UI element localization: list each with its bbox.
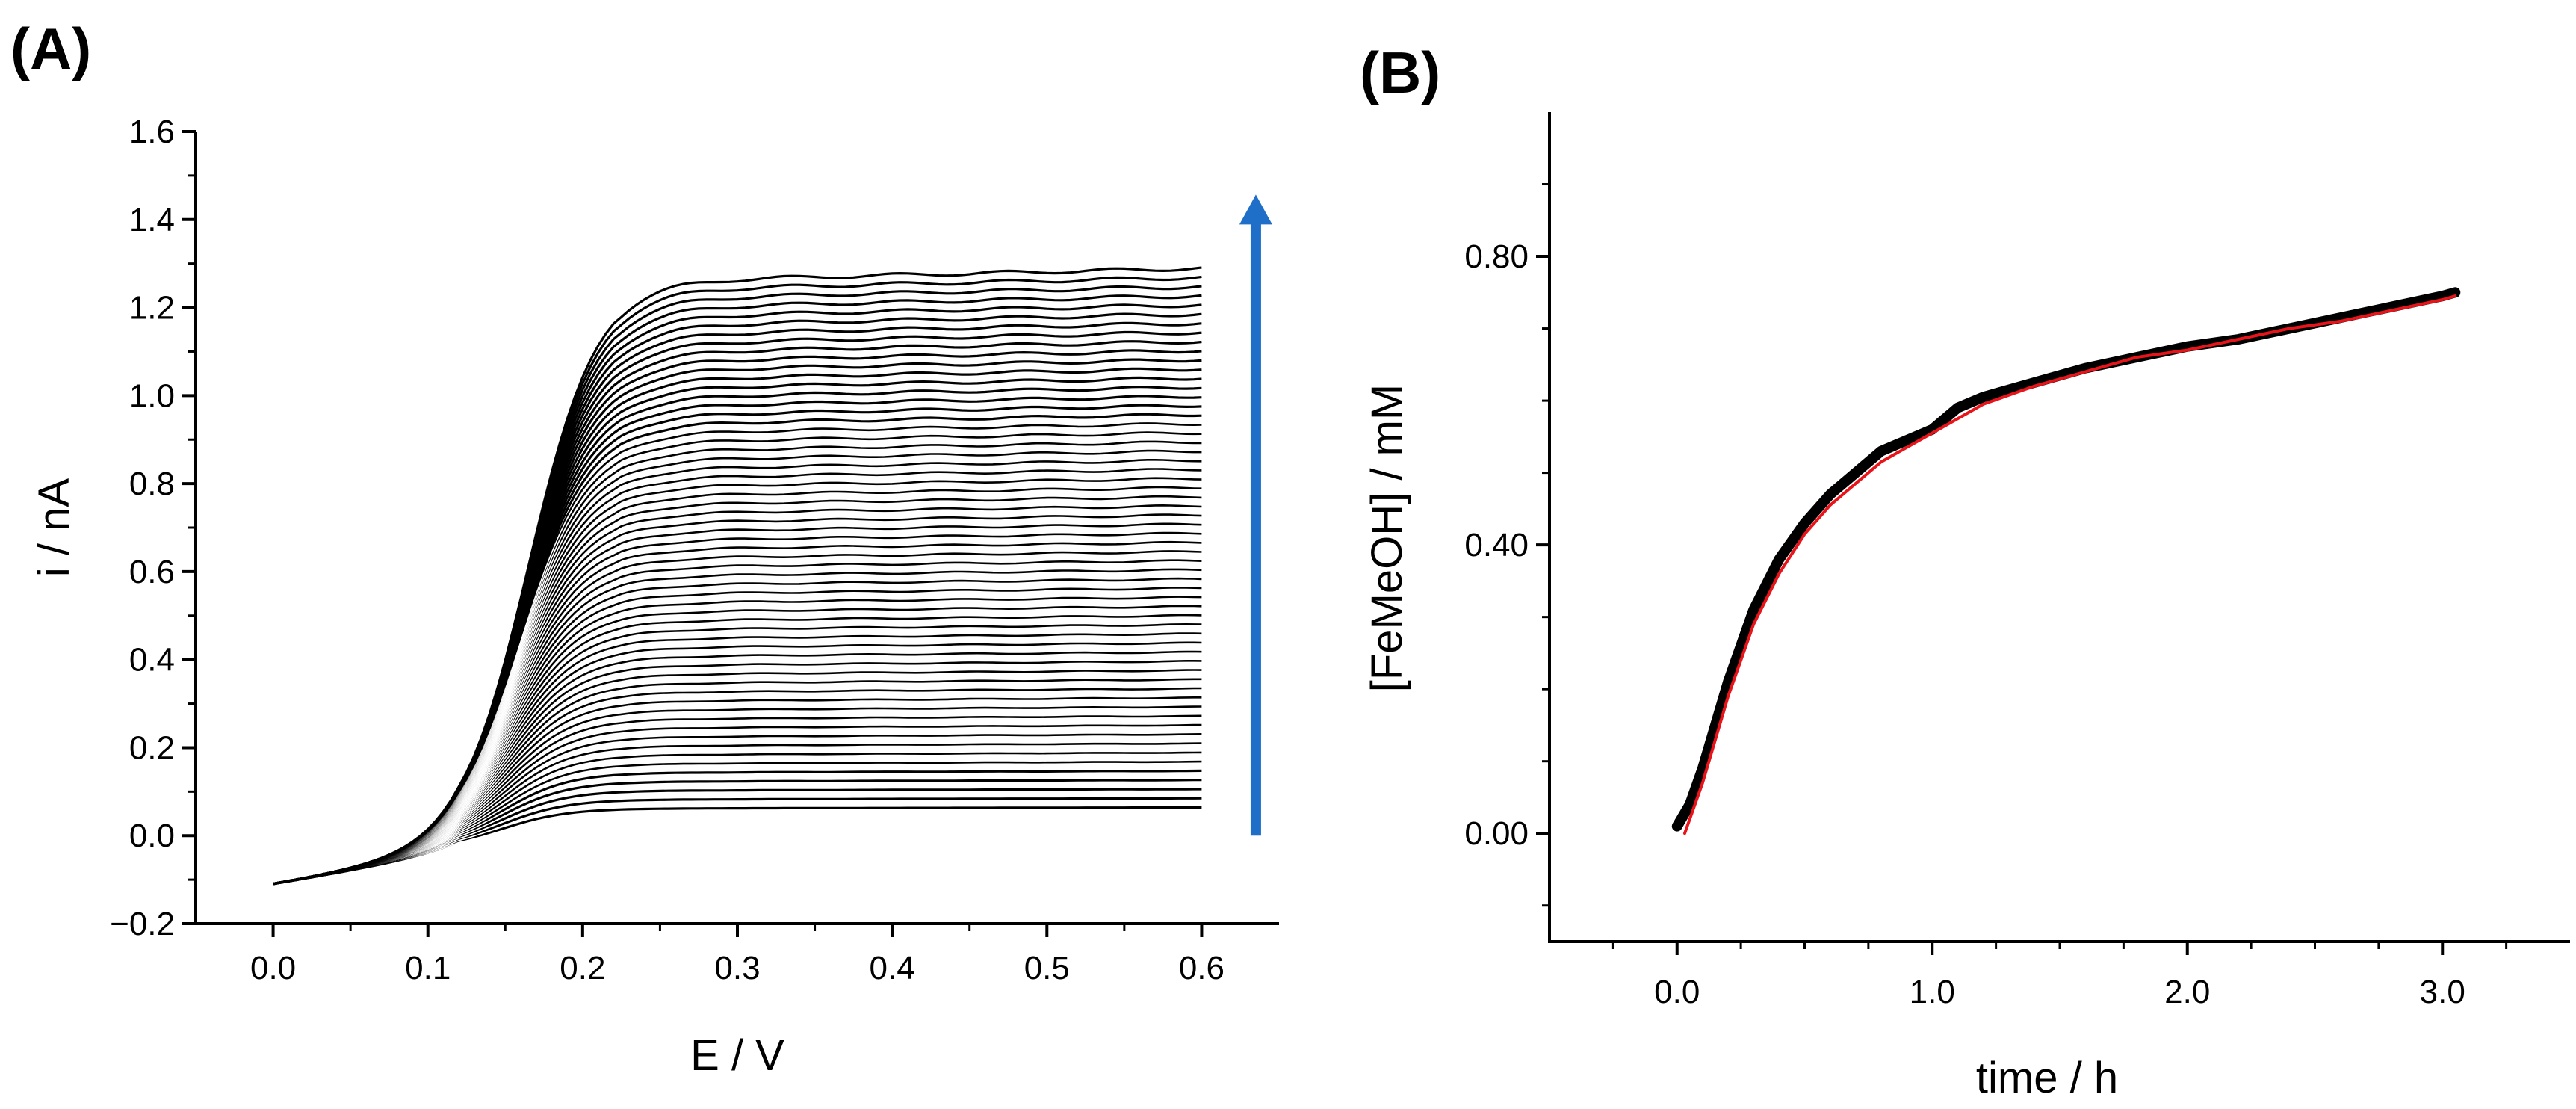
panel-a-y-tick-label: 1.6 xyxy=(129,114,175,150)
panel-b-x-tick-label: 2.0 xyxy=(2164,974,2210,1010)
panel-a-x-ticks: 0.0 0.1 0.2 0.3 0.4 0.5 0.6 xyxy=(250,924,1224,986)
panel-a-y-tick-label: 0.2 xyxy=(129,729,175,766)
panel-b-axes xyxy=(1548,112,2570,943)
panel-a-x-tick-label: 0.3 xyxy=(714,950,760,986)
panel-b-data-point xyxy=(1724,677,1733,687)
panel-b-data-point xyxy=(1774,554,1784,564)
panel-b-data-point xyxy=(1800,519,1809,528)
panel-a-y-tick-label: 0.0 xyxy=(129,818,175,854)
panel-b-data-point xyxy=(1749,605,1759,614)
panel-a-x-tick-label: 0.1 xyxy=(405,950,451,986)
panel-a-y-axis-title: i / nA xyxy=(30,478,78,577)
panel-a-y-tick-label: 0.4 xyxy=(129,642,175,679)
panel-b-x-tick-label: 0.0 xyxy=(1654,974,1700,1010)
panel-b-data-point xyxy=(2450,288,2460,297)
panel-a-label: (A) xyxy=(10,16,91,81)
panel-b-x-ticks: 0.0 1.0 2.0 3.0 xyxy=(1611,942,2508,1010)
panel-a-scan-trace-gap xyxy=(273,763,1202,885)
panel-b-data-point xyxy=(1978,392,1988,402)
panel-a-arrow-head xyxy=(1239,194,1272,225)
panel-b-data-point xyxy=(1876,446,1886,456)
panel-b-data-point xyxy=(1685,800,1694,809)
panel-a-x-tick-label: 0.4 xyxy=(870,950,915,986)
panel-a-arrow xyxy=(1239,194,1272,836)
panel-b-y-axis-title: [FeMeOH] / mM xyxy=(1363,384,1411,692)
panel-b-data-point xyxy=(1672,821,1682,831)
panel-b-y-tick-label: 0.40 xyxy=(1464,527,1529,563)
panel-a-scan-trace-gap xyxy=(273,809,1202,885)
panel-a-x-axis-title: E / V xyxy=(690,1031,784,1080)
panel-a-scan-trace-gap xyxy=(273,800,1202,885)
panel-b-y-tick-label: 0.00 xyxy=(1464,815,1529,852)
panel-a-scan-trace-gap xyxy=(273,726,1202,885)
panel-a-x-tick-label: 0.2 xyxy=(560,950,605,986)
panel-b-x-tick-label: 3.0 xyxy=(2420,974,2465,1010)
panel-a-x-tick-label: 0.6 xyxy=(1179,950,1224,986)
panel-a-y-tick-label: 1.2 xyxy=(129,290,175,327)
panel-b-series-fit xyxy=(1683,294,2457,835)
panel-b-data-point xyxy=(1953,403,1963,413)
panel-a-scan-trace-gap xyxy=(273,754,1202,885)
panel-b-x-axis-title: time / h xyxy=(1976,1054,2118,1102)
panel-a-scan-trace xyxy=(273,266,1202,886)
panel-a: (A) 0.0 0.1 0.2 0.3 0.4 0.5 0.6 −0.20.00.20.40… xyxy=(10,16,1279,1080)
panel-b-y-tick-label: 0.80 xyxy=(1464,238,1529,275)
panel-b-series-data xyxy=(1671,287,2461,832)
panel-a-traces xyxy=(273,266,1202,886)
panel-b: (B) 0.0 1.0 2.0 3.0 0.00 0.40 0.80 time / h [… xyxy=(1360,40,2570,1102)
panel-b-series xyxy=(1671,287,2461,835)
panel-b-x-tick-label: 1.0 xyxy=(1910,974,1955,1010)
panel-a-scan-trace-gap xyxy=(273,773,1202,885)
panel-a-scan-trace-gap xyxy=(273,735,1202,885)
panel-a-x-tick-label: 0.5 xyxy=(1024,950,1070,986)
panel-b-data-point xyxy=(1825,489,1835,499)
panel-a-y-tick-label: 0.8 xyxy=(129,466,175,502)
panel-a-y-ticks: −0.2 0.0 0.2 0.4 0.6 0.8 1.0 1.2 1.4 1.6 xyxy=(110,114,196,942)
panel-b-label: (B) xyxy=(1360,40,1440,105)
panel-a-y-tick-label: 1.0 xyxy=(129,377,175,414)
panel-a-x-tick-label: 0.0 xyxy=(250,950,296,986)
panel-a-y-tick-label: 1.4 xyxy=(129,202,175,238)
panel-a-scan-trace-gap xyxy=(273,745,1202,885)
panel-a-y-tick-label: 0.6 xyxy=(129,554,175,590)
panel-b-y-ticks: 0.00 0.40 0.80 xyxy=(1464,183,1549,907)
panel-a-scan-trace-gap xyxy=(273,791,1202,885)
panel-a-y-tick-label: −0.2 xyxy=(110,906,175,942)
